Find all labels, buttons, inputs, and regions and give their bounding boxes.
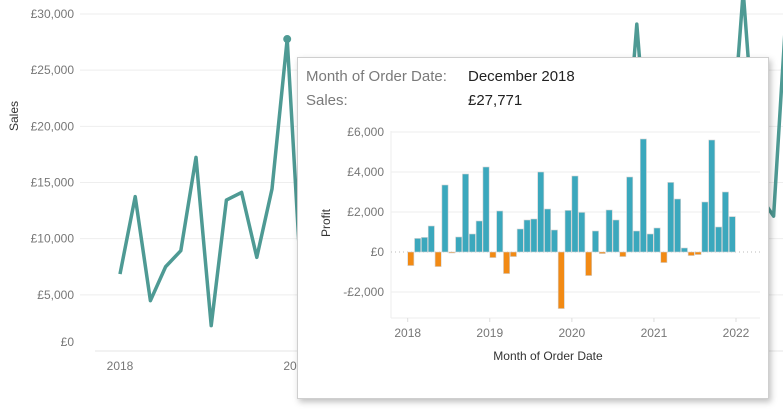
- profit-bar[interactable]: [728, 216, 736, 253]
- tooltip: Month of Order Date: December 2018 Sales…: [297, 57, 769, 399]
- profit-y-tick: £0: [371, 245, 385, 259]
- profit-bar[interactable]: [407, 251, 415, 266]
- sales-y-tick: £30,000: [31, 7, 75, 21]
- profit-bar[interactable]: [475, 220, 483, 253]
- profit-x-axis-title: Month of Order Date: [493, 349, 603, 363]
- profit-bar[interactable]: [674, 198, 681, 253]
- profit-bar[interactable]: [441, 184, 449, 253]
- profit-x-tick: 2020: [559, 326, 586, 340]
- profit-bar[interactable]: [421, 237, 428, 253]
- profit-x-tick: 2019: [476, 326, 503, 340]
- sales-axis-title: Sales: [7, 101, 21, 131]
- sales-y-tick: £25,000: [31, 63, 75, 77]
- sales-highlight-point[interactable]: [283, 35, 292, 44]
- sales-x-tick: 2018: [107, 359, 134, 373]
- profit-bar[interactable]: [503, 251, 510, 274]
- profit-bar[interactable]: [530, 218, 538, 253]
- profit-bar[interactable]: [612, 219, 620, 253]
- tooltip-sales-label: Sales:: [306, 92, 348, 109]
- profit-bar[interactable]: [598, 251, 606, 254]
- profit-bar[interactable]: [722, 191, 729, 253]
- profit-y-tick: £6,000: [347, 125, 384, 139]
- sales-y-tick: £10,000: [31, 232, 75, 246]
- profit-bar[interactable]: [653, 227, 661, 253]
- profit-bar[interactable]: [551, 229, 558, 253]
- tooltip-row-month: Month of Order Date: December 2018: [306, 68, 575, 85]
- sales-y-tick: £20,000: [31, 119, 75, 133]
- tooltip-row-sales: Sales: £27,771: [306, 92, 522, 109]
- profit-bar[interactable]: [537, 171, 545, 253]
- profit-bar[interactable]: [516, 228, 524, 253]
- tooltip-month-label: Month of Order Date:: [306, 68, 447, 85]
- profit-bar[interactable]: [639, 138, 647, 253]
- profit-bar[interactable]: [427, 225, 435, 253]
- profit-bar[interactable]: [482, 166, 490, 253]
- sales-line[interactable]: [118, 37, 305, 328]
- profit-bar[interactable]: [434, 251, 442, 267]
- sales-y-tick: £5,000: [37, 288, 74, 302]
- profit-bar[interactable]: [585, 251, 593, 276]
- profit-bar-chart: -£2,000 £0 £2,000 £4,000 £6,000 2018 2019 2020…: [319, 125, 760, 363]
- profit-y-tick: £4,000: [347, 165, 384, 179]
- profit-bar[interactable]: [694, 251, 702, 255]
- profit-bar[interactable]: [489, 251, 497, 258]
- profit-bar[interactable]: [660, 251, 668, 263]
- profit-bar[interactable]: [496, 210, 504, 253]
- profit-bar[interactable]: [701, 201, 709, 253]
- profit-bar[interactable]: [557, 251, 565, 309]
- sales-y-tick: £0: [61, 335, 75, 349]
- profit-bar[interactable]: [708, 139, 716, 253]
- profit-bar[interactable]: [510, 251, 517, 257]
- profit-x-tick: 2018: [394, 326, 421, 340]
- profit-bar[interactable]: [578, 212, 586, 253]
- profit-bar[interactable]: [619, 251, 627, 257]
- profit-bar[interactable]: [687, 251, 695, 256]
- tooltip-month-value: December 2018: [468, 68, 575, 85]
- profit-bar[interactable]: [544, 208, 551, 253]
- profit-bar[interactable]: [571, 175, 579, 253]
- profit-bar[interactable]: [523, 219, 531, 253]
- tooltip-sales-value: £27,771: [468, 92, 523, 109]
- profit-bar[interactable]: [715, 226, 722, 253]
- profit-bar[interactable]: [680, 247, 688, 253]
- profit-x-tick: 2022: [723, 326, 750, 340]
- profit-y-tick: £2,000: [347, 205, 384, 219]
- profit-bar[interactable]: [633, 230, 640, 253]
- sales-y-tick: £15,000: [31, 176, 75, 190]
- sales-x-tick: 20: [283, 359, 297, 373]
- profit-bar[interactable]: [592, 230, 599, 253]
- profit-bar[interactable]: [455, 236, 463, 253]
- profit-x-tick: 2021: [641, 326, 668, 340]
- profit-bar[interactable]: [605, 209, 613, 253]
- profit-bar[interactable]: [462, 173, 469, 253]
- profit-bar[interactable]: [564, 210, 572, 253]
- profit-bar[interactable]: [646, 233, 654, 253]
- profit-y-tick: -£2,000: [343, 285, 384, 299]
- profit-bar[interactable]: [626, 176, 634, 253]
- profit-bar[interactable]: [414, 238, 422, 253]
- profit-axis-title: Profit: [319, 208, 333, 237]
- profit-bar[interactable]: [448, 251, 456, 254]
- profit-bar[interactable]: [667, 182, 675, 253]
- profit-bar[interactable]: [468, 233, 476, 253]
